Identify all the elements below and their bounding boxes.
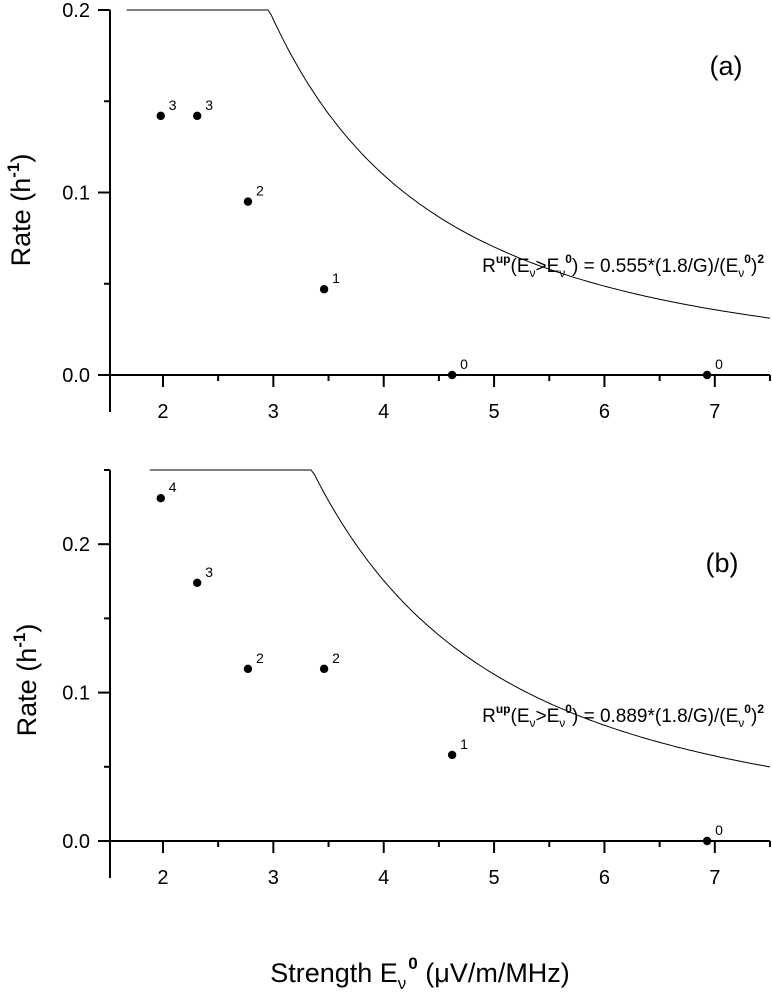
x-tick-label: 6 — [599, 401, 610, 423]
y-axis-label-main: Rate — [6, 202, 36, 267]
y-axis-label-close: ) — [6, 154, 36, 163]
data-point — [156, 111, 165, 121]
y-axis-label-unit: (h — [6, 178, 36, 202]
fit-annotation-close: ) — [751, 706, 757, 727]
x-tick-label: 4 — [378, 401, 389, 423]
x-axis-label-sub: ν — [398, 974, 407, 993]
data-point-label: 4 — [169, 479, 177, 495]
fit-annotation-open: (E — [511, 706, 530, 727]
data-point — [319, 664, 329, 674]
x-tick-label: 7 — [709, 867, 720, 889]
x-tick-label: 5 — [489, 401, 500, 423]
fit-annotation-sq: 2 — [757, 702, 764, 716]
x-axis-label-main: Strength E — [270, 958, 398, 988]
data-point — [702, 370, 712, 380]
x-tick-label: 5 — [489, 867, 500, 889]
data-point — [192, 578, 202, 587]
x-tick-label: 7 — [709, 401, 720, 423]
fit-annotation-close: ) — [751, 256, 757, 277]
y-tick-label: 0.2 — [62, 534, 90, 556]
data-point-label: 0 — [460, 356, 468, 372]
y-tick-label: 0.1 — [62, 683, 90, 705]
y-axis-label-unit: (h — [12, 648, 42, 672]
x-axis-label: Strength Eν0 (μV/m/MHz) — [270, 954, 570, 993]
data-point — [447, 750, 457, 760]
data-point-label: 1 — [460, 736, 468, 752]
data-point — [702, 836, 712, 846]
fit-annotation: Rup(Eν>Eν0) = 0.555*(1.8/G)/(Eν0)2 — [482, 252, 764, 280]
y-tick-label: 0.1 — [62, 183, 90, 205]
data-point-label: 2 — [256, 650, 264, 666]
fit-curve — [126, 9, 771, 319]
y-tick-label: 0.0 — [62, 365, 90, 387]
data-point-label: 2 — [256, 183, 264, 199]
data-point-label: 0 — [715, 822, 723, 838]
x-tick-label: 2 — [157, 867, 168, 889]
y-axis-label-main: Rate — [12, 672, 42, 737]
data-point — [243, 664, 253, 674]
fit-curve — [149, 469, 771, 768]
data-point — [447, 370, 457, 380]
fit-annotation-nu: ν — [530, 266, 536, 280]
data-point-label: 3 — [205, 564, 213, 580]
data-point — [192, 111, 202, 121]
panel-label: (a) — [710, 51, 743, 81]
y-axis-label: Rate (h-1) — [4, 154, 36, 267]
x-axis-label-mu: μ — [434, 958, 450, 988]
fit-annotation-nu: ν — [738, 716, 744, 730]
fit-annotation-nu: ν — [738, 266, 744, 280]
fit-annotation-up: up — [496, 702, 511, 716]
data-point — [319, 285, 329, 294]
fit-annotation-r: R — [482, 706, 496, 727]
data-point-label: 2 — [332, 650, 340, 666]
y-axis-label-exp: -1 — [4, 163, 23, 178]
x-tick-label: 3 — [268, 867, 279, 889]
fit-annotation-up: up — [496, 252, 511, 266]
x-axis-label-unit-post: V/m/MHz) — [450, 958, 570, 988]
data-point — [156, 493, 165, 503]
fit-annotation-mid: ) = 0.555*(1.8/G)/(E — [572, 256, 738, 277]
y-axis-label-exp: -1 — [10, 633, 29, 648]
fit-annotation-zero: 0 — [744, 702, 751, 716]
fit-annotation-r: R — [482, 256, 496, 277]
data-point — [243, 197, 253, 206]
panel-label: (b) — [706, 548, 739, 578]
y-axis-label-close: ) — [12, 624, 42, 633]
data-point-label: 1 — [332, 270, 340, 286]
fit-annotation-nu: ν — [559, 266, 565, 280]
data-point-label: 0 — [715, 356, 723, 372]
fit-annotation-zero: 0 — [744, 252, 751, 266]
x-axis-label-unit-pre: ( — [418, 958, 435, 988]
fit-annotation-zero: 0 — [565, 252, 572, 266]
x-tick-label: 4 — [378, 867, 389, 889]
y-axis-label: Rate (h-1) — [10, 624, 42, 737]
fit-annotation-sq: 2 — [757, 252, 764, 266]
x-axis-label-sup: 0 — [408, 954, 417, 973]
x-tick-label: 3 — [268, 401, 279, 423]
fit-annotation-nu: ν — [530, 716, 536, 730]
x-tick-label: 2 — [157, 401, 168, 423]
fit-annotation: Rup(Eν>Eν0) = 0.889*(1.8/G)/(Eν0)2 — [482, 702, 764, 730]
fit-annotation-gt: >E — [536, 256, 560, 277]
fit-annotation-nu: ν — [559, 716, 565, 730]
y-tick-label: 0.0 — [62, 831, 90, 853]
fit-annotation-mid: ) = 0.889*(1.8/G)/(E — [572, 706, 738, 727]
x-tick-label: 6 — [599, 867, 610, 889]
fit-annotation-gt: >E — [536, 706, 560, 727]
fit-annotation-open: (E — [511, 256, 530, 277]
data-point-label: 3 — [169, 97, 177, 113]
data-point-label: 3 — [205, 97, 213, 113]
fit-annotation-zero: 0 — [565, 702, 572, 716]
y-tick-label: 0.2 — [62, 0, 90, 22]
